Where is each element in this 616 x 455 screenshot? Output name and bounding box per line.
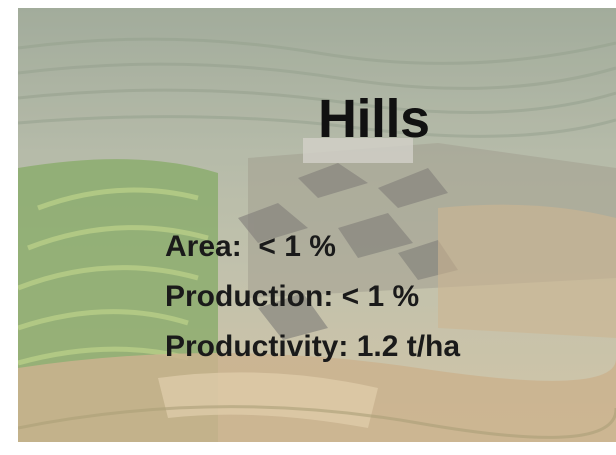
text-line: Area: < 1 % bbox=[165, 222, 460, 272]
slide-title: Hills bbox=[318, 88, 430, 150]
bullet-list: Area: < 1 % Production: < 1 % Productivi… bbox=[165, 222, 460, 372]
text-line: Productivity: 1.2 t/ha bbox=[165, 322, 460, 372]
text-line: Production: < 1 % bbox=[165, 272, 460, 322]
slide: Hills Area: < 1 % Production: < 1 % Prod… bbox=[18, 8, 616, 442]
page: {"slide": {"title": "Hills", "lines": ["… bbox=[0, 0, 616, 455]
